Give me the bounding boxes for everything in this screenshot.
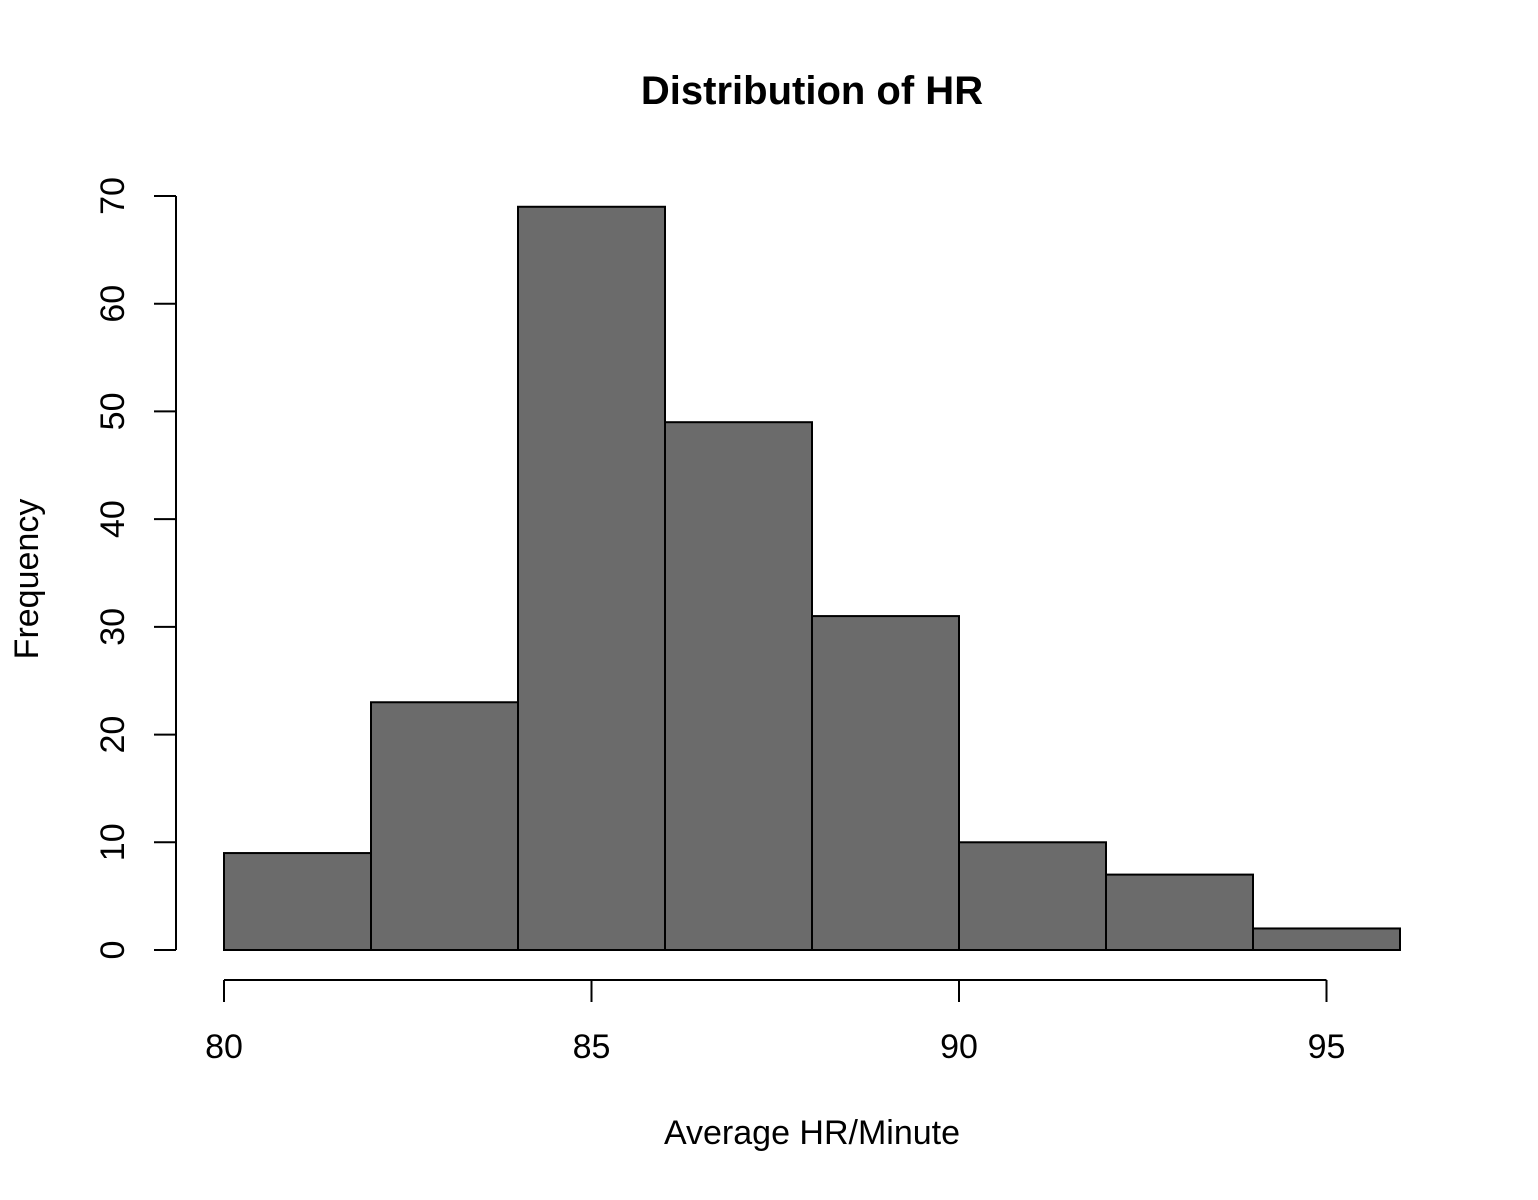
- x-axis-label: Average HR/Minute: [664, 1114, 960, 1152]
- y-tick-label-40: 40: [94, 500, 132, 538]
- y-axis: 0 10 20 30 40 50 60 70: [94, 177, 177, 960]
- y-tick-label-70: 70: [94, 177, 132, 215]
- y-tick-label-20: 20: [94, 716, 132, 754]
- histogram-bars: [223, 205, 1401, 952]
- y-tick-label-0: 0: [94, 941, 132, 960]
- x-axis: 80 85 90 95: [205, 979, 1346, 1066]
- x-tick-label-80: 80: [205, 1028, 243, 1066]
- histogram-bar-94-96: [1252, 927, 1401, 952]
- y-tick-label-30: 30: [94, 608, 132, 646]
- histogram-bar-88-90: [811, 615, 960, 951]
- y-tick-label-60: 60: [94, 285, 132, 323]
- y-axis-label: Frequency: [8, 499, 46, 660]
- histogram-bar-86-88: [664, 421, 813, 951]
- histogram-bar-84-86: [517, 205, 666, 951]
- y-tick-label-10: 10: [94, 823, 132, 861]
- x-tick-label-85: 85: [573, 1028, 611, 1066]
- x-tick-label-95: 95: [1308, 1028, 1346, 1066]
- chart-title: Distribution of HR: [641, 69, 983, 113]
- x-tick-label-90: 90: [940, 1028, 978, 1066]
- histogram-bar-82-84: [370, 701, 519, 951]
- y-tick-label-50: 50: [94, 393, 132, 431]
- histogram-bar-90-92: [958, 841, 1107, 951]
- histogram-bar-80-82: [223, 852, 372, 951]
- histogram-bar-92-94: [1105, 873, 1254, 951]
